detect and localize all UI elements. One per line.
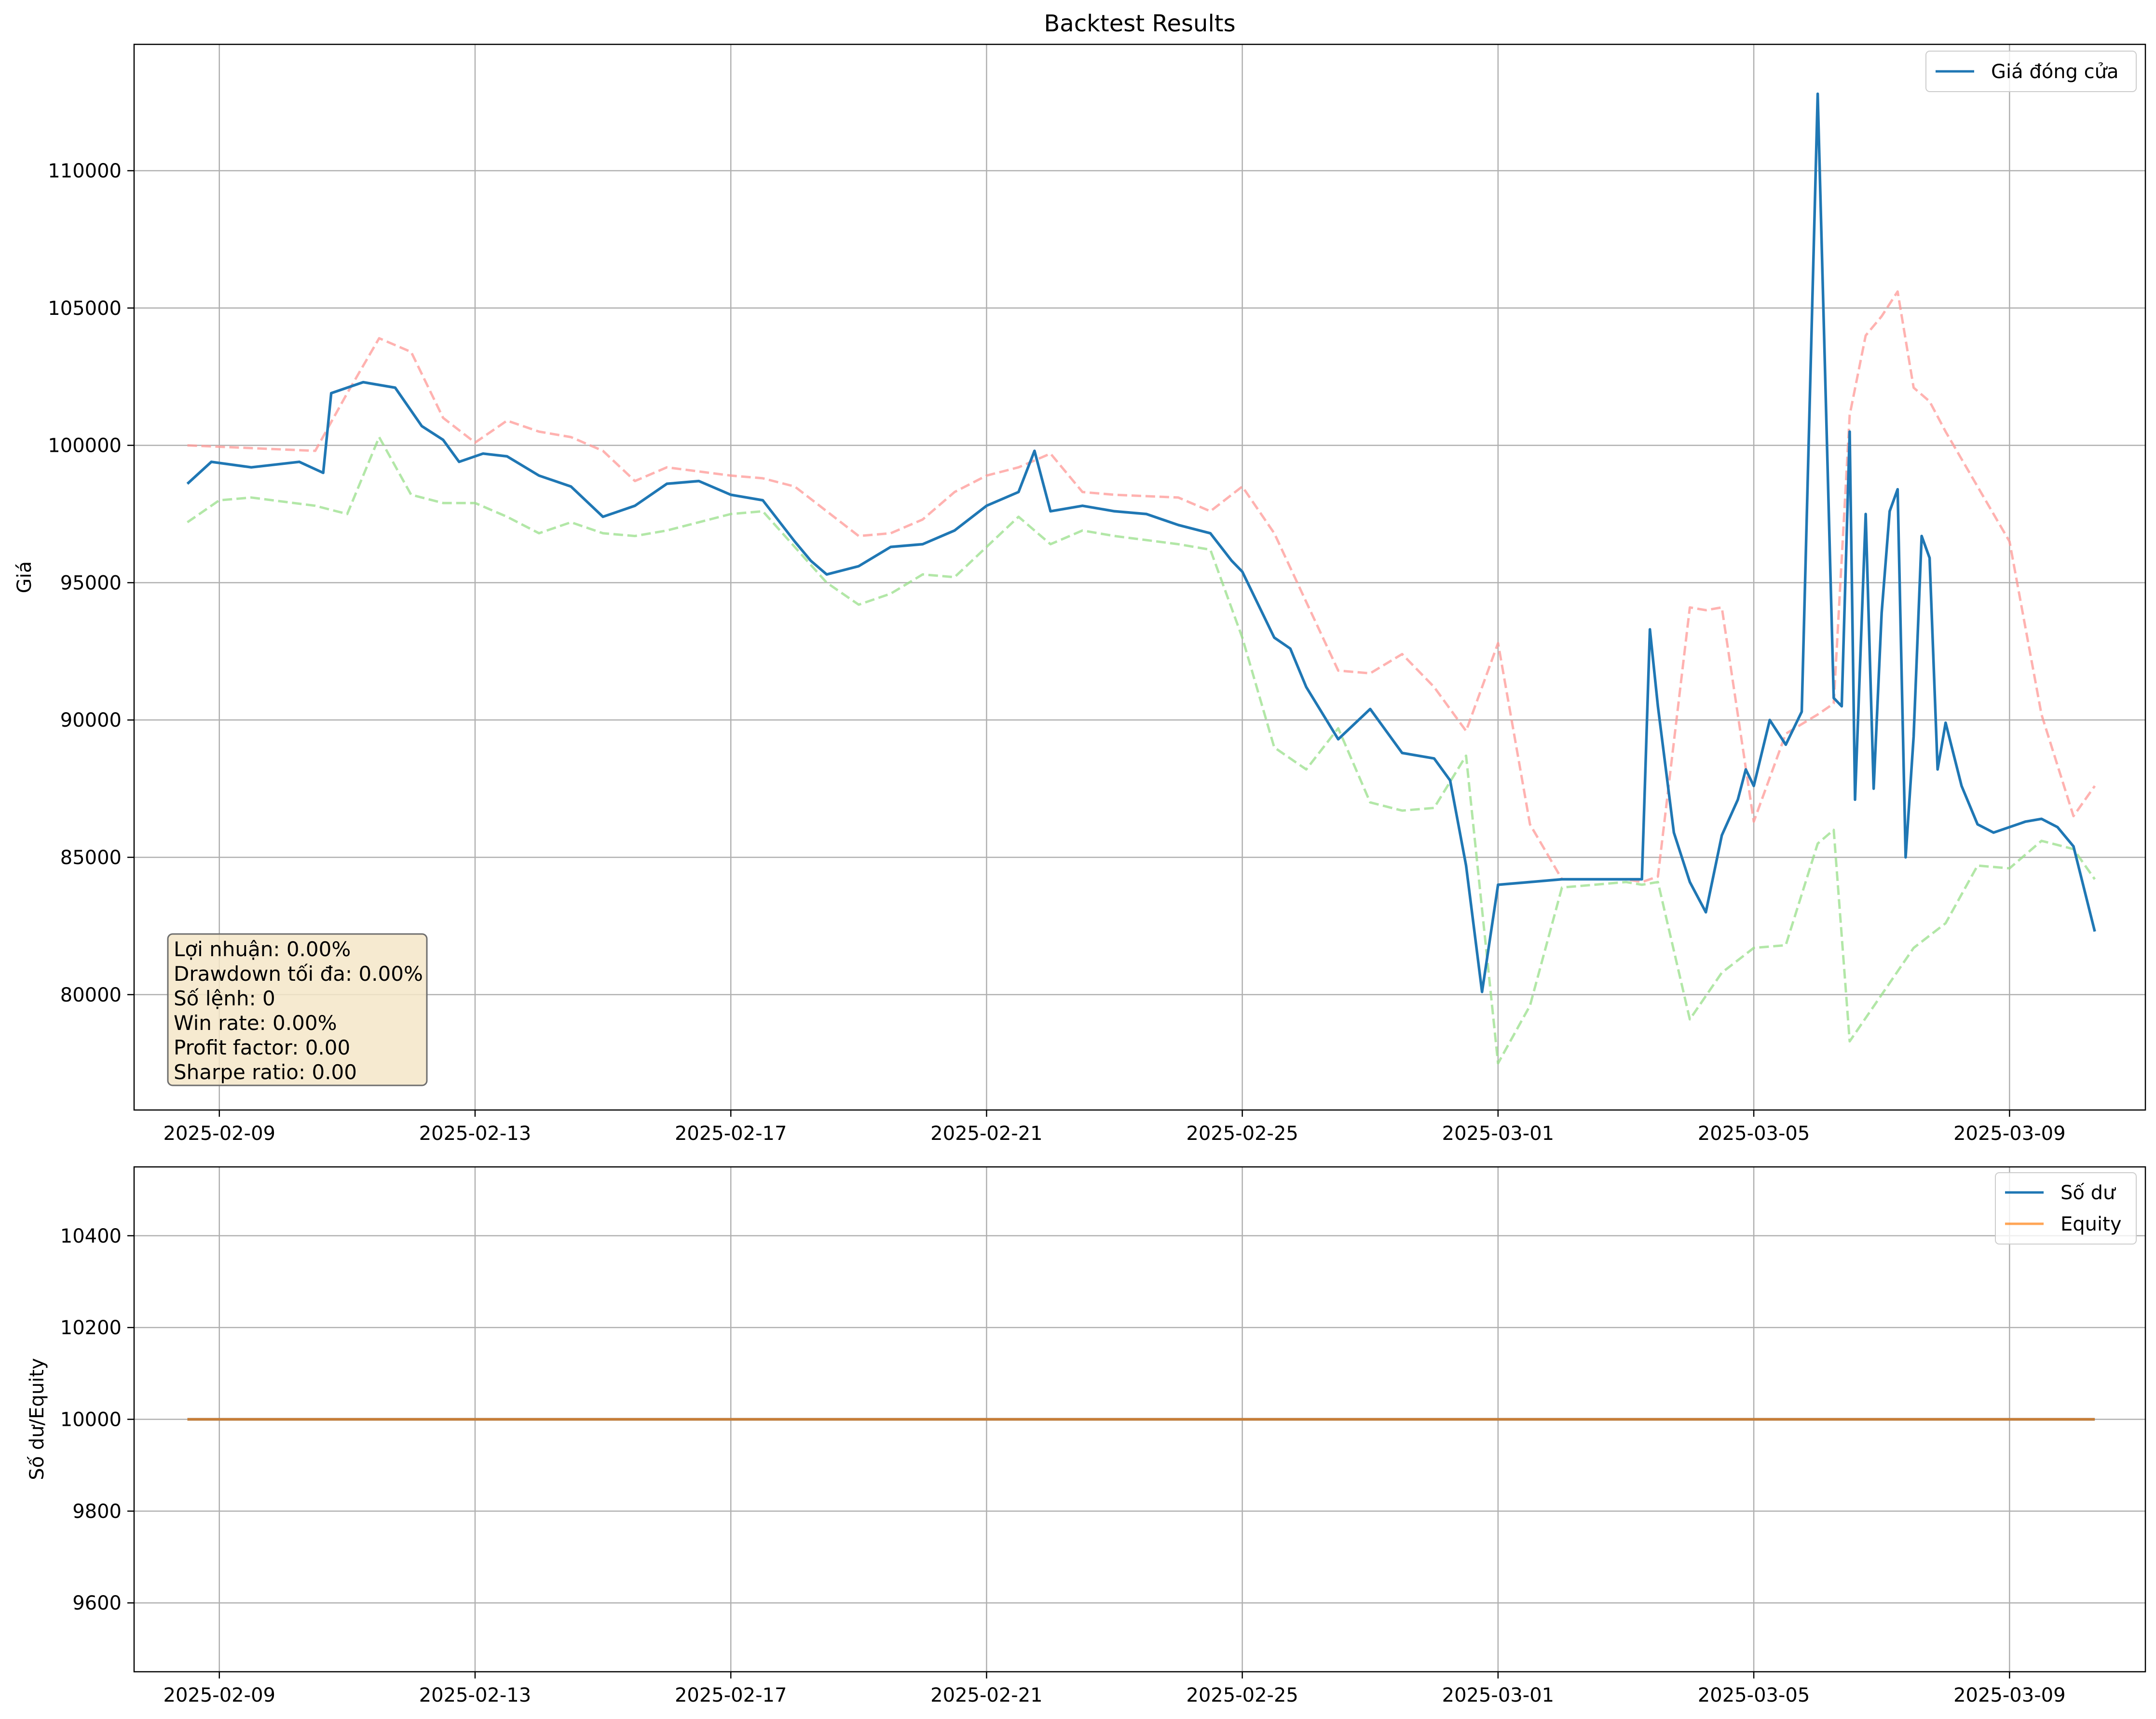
chart-title: Backtest Results bbox=[1044, 10, 1235, 37]
equity-legend-label-balance: Số dư bbox=[2060, 1182, 2116, 1204]
stats-trade-count: Số lệnh: 0 bbox=[174, 987, 275, 1010]
stats-profit: Lợi nhuận: 0.00% bbox=[174, 937, 351, 961]
stats-sharpe-ratio: Sharpe ratio: 0.00 bbox=[174, 1060, 357, 1084]
x-tick-label: 2025-02-09 bbox=[164, 1123, 275, 1145]
equity-legend-label-equity: Equity bbox=[2060, 1213, 2121, 1235]
x-tick-label: 2025-03-09 bbox=[1953, 1684, 2065, 1706]
x-tick-label: 2025-02-21 bbox=[930, 1123, 1042, 1145]
equity-y-axis-label: Số dư/Equity bbox=[26, 1358, 48, 1480]
y-tick-label: 90000 bbox=[60, 709, 122, 731]
price-legend: Giá đóng cửa bbox=[1925, 51, 2137, 92]
stats-box: Lợi nhuận: 0.00% Drawdown tối đa: 0.00% … bbox=[167, 933, 428, 1086]
y-tick-label: 105000 bbox=[48, 298, 122, 320]
x-tick-label: 2025-02-13 bbox=[419, 1123, 531, 1145]
x-tick-label: 2025-02-09 bbox=[164, 1684, 275, 1706]
x-tick-label: 2025-03-01 bbox=[1442, 1123, 1554, 1145]
stats-profit-factor: Profit factor: 0.00 bbox=[174, 1036, 350, 1059]
price-y-axis-label: Giá bbox=[14, 561, 36, 594]
price-y-axis: 80000 85000 90000 95000 100000 105000 110000 bbox=[48, 160, 134, 1006]
price-legend-label-close: Giá đóng cửa bbox=[1991, 61, 2119, 83]
y-tick-label: 10000 bbox=[60, 1409, 122, 1431]
price-axes-frame bbox=[133, 43, 2146, 1111]
x-tick-label: 2025-03-05 bbox=[1698, 1684, 1810, 1706]
upper-band-line bbox=[187, 290, 2096, 883]
equity-x-axis: 2025-02-09 2025-02-13 2025-02-17 2025-02-21… bbox=[164, 1672, 2066, 1706]
price-legend-box bbox=[1925, 51, 2137, 92]
y-tick-label: 85000 bbox=[60, 847, 122, 869]
y-tick-label: 100000 bbox=[48, 435, 122, 457]
x-tick-label: 2025-02-25 bbox=[1186, 1684, 1298, 1706]
x-tick-label: 2025-02-25 bbox=[1186, 1123, 1298, 1145]
x-tick-label: 2025-02-17 bbox=[675, 1123, 787, 1145]
y-tick-label: 10400 bbox=[60, 1225, 122, 1247]
price-series-group bbox=[186, 92, 2096, 1065]
stats-win-rate: Win rate: 0.00% bbox=[174, 1011, 337, 1035]
y-tick-label: 80000 bbox=[60, 984, 122, 1006]
lower-band-line bbox=[187, 436, 2096, 1065]
equity-legend-box bbox=[1995, 1172, 2137, 1245]
price-grid bbox=[134, 44, 2145, 1110]
y-tick-label: 10200 bbox=[60, 1317, 122, 1339]
equity-y-axis: 9600 9800 10000 10200 10400 bbox=[60, 1225, 134, 1614]
x-tick-label: 2025-03-01 bbox=[1442, 1684, 1554, 1706]
stats-max-drawdown: Drawdown tối đa: 0.00% bbox=[174, 962, 423, 986]
x-tick-label: 2025-03-09 bbox=[1953, 1123, 2065, 1145]
y-tick-label: 95000 bbox=[60, 572, 122, 594]
stats-box-background bbox=[167, 933, 428, 1086]
x-tick-label: 2025-02-17 bbox=[675, 1684, 787, 1706]
equity-legend: Số dư Equity bbox=[1995, 1172, 2137, 1245]
equity-panel: 2025-02-09 2025-02-13 2025-02-17 2025-02-21… bbox=[26, 1166, 2146, 1706]
close-price-line bbox=[186, 92, 2096, 993]
x-tick-label: 2025-02-13 bbox=[419, 1684, 531, 1706]
x-tick-label: 2025-02-21 bbox=[930, 1684, 1042, 1706]
y-tick-label: 9600 bbox=[72, 1592, 122, 1614]
x-tick-label: 2025-03-05 bbox=[1698, 1123, 1810, 1145]
price-panel: Backtest Results 2025-02-09 2025-02-13 202… bbox=[14, 10, 2146, 1145]
price-x-axis: 2025-02-09 2025-02-13 2025-02-17 2025-02-21… bbox=[164, 1110, 2066, 1145]
y-tick-label: 110000 bbox=[48, 160, 122, 182]
y-tick-label: 9800 bbox=[72, 1501, 122, 1523]
